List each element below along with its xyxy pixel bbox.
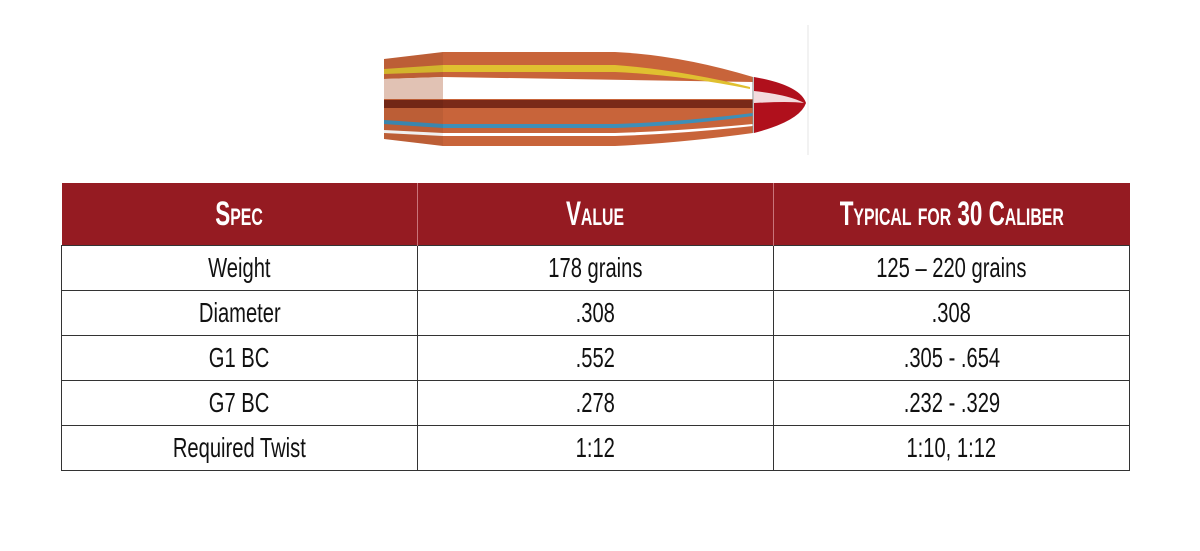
cell-typical: .232 - .329 — [773, 380, 1130, 426]
table-header-row: Spec Value Typical for 30 Caliber — [61, 183, 1130, 246]
cell-value: .278 — [417, 380, 774, 426]
cell-value: 178 grains — [417, 245, 774, 291]
cell-spec: Weight — [61, 245, 418, 291]
cell-spec: Required Twist — [61, 425, 418, 471]
table-row: Required Twist 1:12 1:10, 1:12 — [61, 425, 1130, 471]
cell-spec: G1 BC — [61, 335, 418, 381]
cell-typical: 1:10, 1:12 — [773, 425, 1130, 471]
table-row: Diameter .308 .308 — [61, 290, 1130, 336]
cell-typical: 125 – 220 grains — [773, 245, 1130, 291]
table-row: G1 BC .552 .305 - .654 — [61, 335, 1130, 381]
header-value: Value — [417, 183, 774, 246]
header-spec: Spec — [61, 183, 418, 246]
table-row: Weight 178 grains 125 – 220 grains — [61, 245, 1130, 291]
cell-value: .308 — [417, 290, 774, 336]
cell-spec: Diameter — [61, 290, 418, 336]
cell-value: 1:12 — [417, 425, 774, 471]
cell-spec: G7 BC — [61, 380, 418, 426]
header-typical: Typical for 30 Caliber — [773, 183, 1130, 246]
bullet-illustration — [384, 25, 809, 155]
cell-typical: .308 — [773, 290, 1130, 336]
cell-typical: .305 - .654 — [773, 335, 1130, 381]
cell-value: .552 — [417, 335, 774, 381]
spec-table: Spec Value Typical for 30 Caliber Weight… — [61, 183, 1130, 471]
table-row: G7 BC .278 .232 - .329 — [61, 380, 1130, 426]
